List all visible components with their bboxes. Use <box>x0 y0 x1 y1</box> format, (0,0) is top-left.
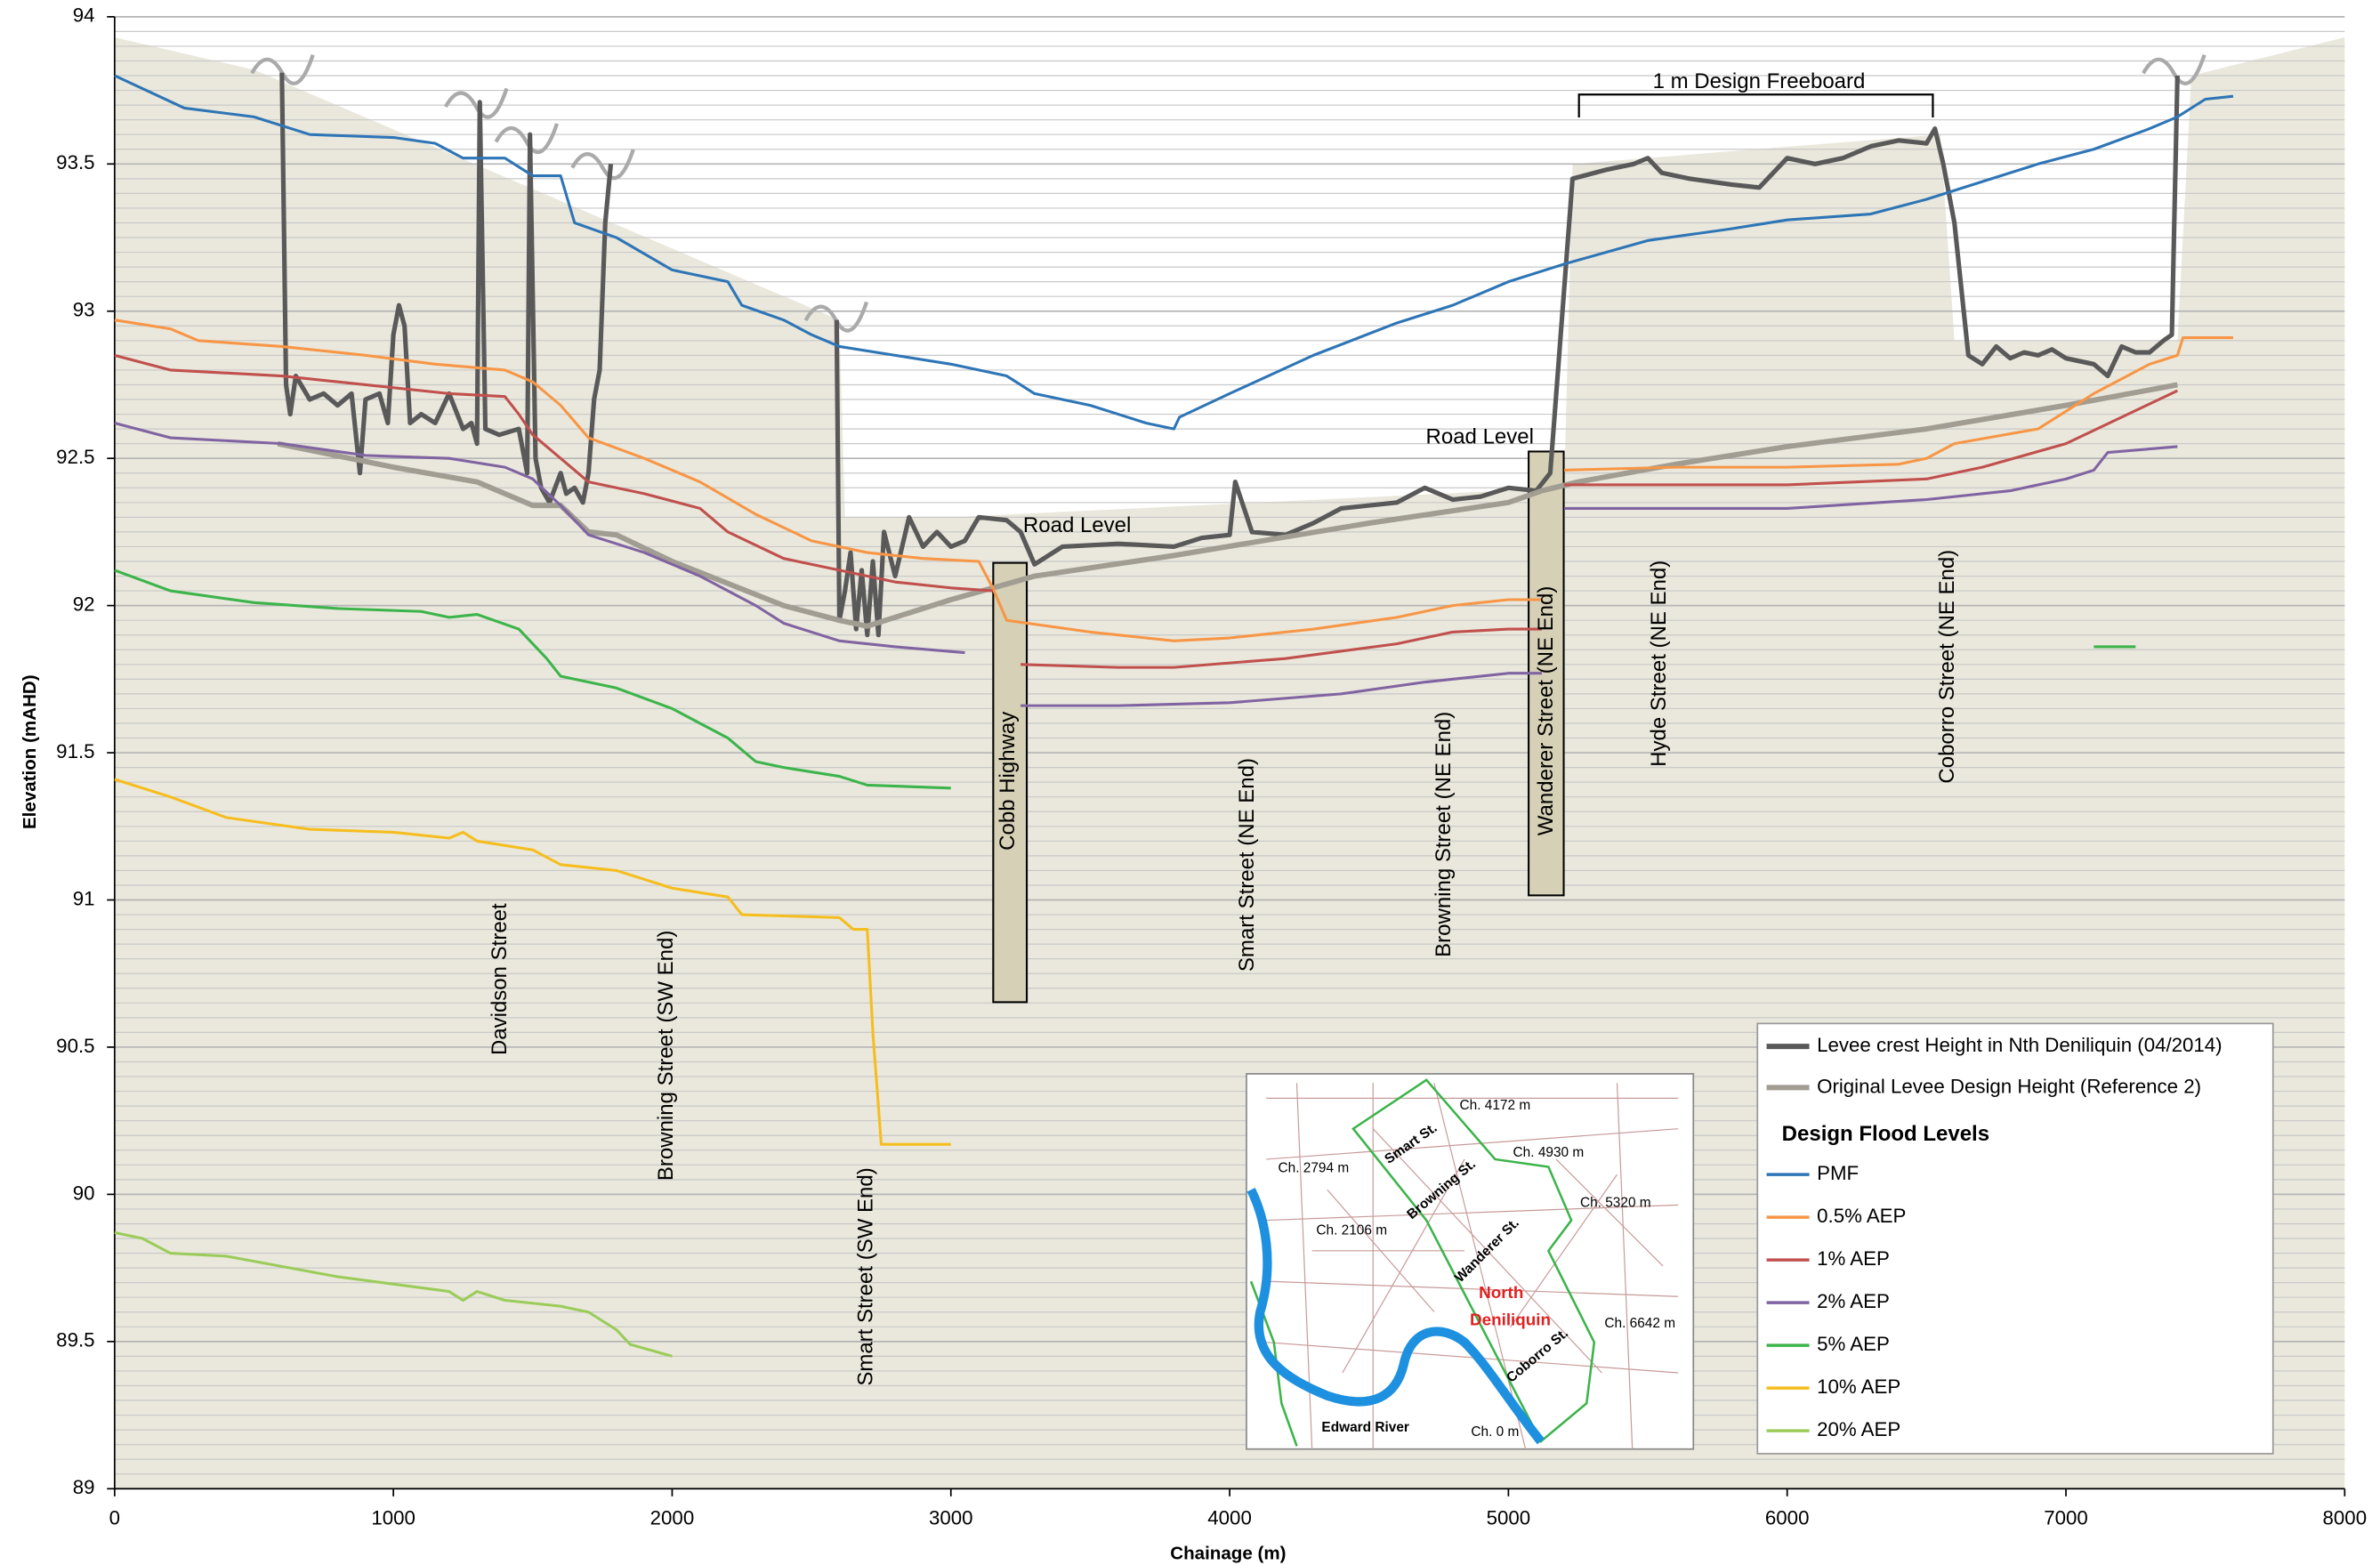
series-line <box>114 353 2178 669</box>
y-tick-label: 92.5 <box>56 446 94 468</box>
y-tick-label: 89.5 <box>56 1329 94 1351</box>
legend-label: 20% AEP <box>1817 1418 1900 1440</box>
y-tick-label: 89 <box>73 1476 95 1498</box>
annotation: Davidson Street <box>488 903 512 1055</box>
map-street <box>1266 1083 1679 1449</box>
y-tick-label: 94 <box>73 4 95 27</box>
map-label: Ch. 2794 m <box>1279 1160 1350 1175</box>
x-tick-label: 1000 <box>371 1506 415 1529</box>
legend-label: 5% AEP <box>1817 1333 1890 1355</box>
map-streets <box>1266 1083 1679 1449</box>
series-lines <box>114 72 2234 1358</box>
y-axis-title: Elevation (mAHD) <box>20 674 40 829</box>
legend-label: PMF <box>1817 1162 1859 1184</box>
series-line <box>114 74 2234 431</box>
annotation: Wanderer Street (NE End) <box>1534 586 1558 836</box>
legend-label: Levee crest Height in Nth Deniliquin (04… <box>1817 1034 2222 1056</box>
x-tick-label: 6000 <box>1765 1506 1810 1529</box>
annotation: Coborro Street (NE End) <box>1935 550 1959 784</box>
series-line <box>279 72 2180 638</box>
x-tick-label: 4000 <box>1207 1506 1252 1529</box>
map-label: Ch. 0 m <box>1471 1424 1519 1440</box>
y-tick-label: 90.5 <box>56 1035 94 1057</box>
y-tick-label: 93 <box>73 299 95 321</box>
legend-label: 10% AEP <box>1817 1375 1900 1398</box>
map-label: Deniliquin <box>1470 1311 1551 1329</box>
legend-label: Original Levee Design Height (Reference … <box>1817 1075 2201 1097</box>
series-line <box>114 1230 673 1358</box>
series-line <box>114 421 2178 707</box>
annotation: Smart Street (SW End) <box>853 1167 877 1385</box>
annotation: Hyde Street (NE End) <box>1647 561 1671 767</box>
map-label: Edward River <box>1321 1420 1408 1435</box>
y-tick-label: 90 <box>73 1182 95 1204</box>
map-label: Ch. 2106 m <box>1316 1223 1387 1238</box>
map-label: Ch. 5320 m <box>1580 1196 1651 1211</box>
y-tick-label: 91 <box>73 887 95 909</box>
break-symbol <box>570 149 635 181</box>
y-tick-label: 93.5 <box>56 151 94 173</box>
legend: Levee crest Height in Nth Deniliquin (04… <box>1756 1022 2274 1455</box>
x-tick-label: 0 <box>109 1506 120 1529</box>
map-label: Ch. 4930 m <box>1513 1145 1585 1160</box>
map-label: North <box>1479 1283 1523 1302</box>
freeboard-bracket <box>1577 93 1934 118</box>
y-tick-label: 91.5 <box>56 740 94 762</box>
series-line <box>114 778 951 1146</box>
series-line <box>114 569 2136 790</box>
x-tick-label: 7000 <box>2044 1506 2088 1529</box>
legend-label: 0.5% AEP <box>1817 1205 1906 1227</box>
map-boundary <box>1351 1078 1596 1444</box>
series-line <box>114 319 2233 642</box>
labels: Elevation (mAHD) Chainage (m) 89 89.5 90 90… <box>20 4 2367 1564</box>
x-tick-label: 8000 <box>2323 1506 2368 1529</box>
x-axis-title: Chainage (m) <box>1170 1543 1286 1563</box>
annotation: 1 m Design Freeboard <box>1653 69 1866 93</box>
road-bar <box>992 561 1029 1004</box>
map-river <box>1246 1187 1545 1445</box>
x-tick-label: 3000 <box>929 1506 973 1529</box>
break-symbol <box>443 87 509 119</box>
map-label: Ch. 6642 m <box>1604 1316 1675 1331</box>
legend-box <box>1756 1022 2274 1455</box>
map-label: Ch. 4172 m <box>1460 1098 1531 1113</box>
legend-heading: Design Flood Levels <box>1782 1122 1989 1146</box>
x-tick-label: 5000 <box>1487 1506 1531 1529</box>
series-line <box>277 382 2178 629</box>
annotation: Browning Street (SW End) <box>654 931 678 1181</box>
break-symbol <box>494 123 560 155</box>
x-tick-label: 2000 <box>650 1506 695 1529</box>
y-tick-label: 92 <box>73 593 95 616</box>
annotation: Road Level <box>1023 513 1131 537</box>
annotation: Smart Street (NE End) <box>1235 758 1259 972</box>
annotation: Road Level <box>1426 424 1534 448</box>
annotation: Browning Street (NE End) <box>1432 712 1456 957</box>
break-symbol <box>2142 54 2207 85</box>
legend-label: 2% AEP <box>1817 1290 1890 1312</box>
legend-label: 1% AEP <box>1817 1247 1890 1270</box>
annotation: Cobb Highway <box>996 712 1020 851</box>
